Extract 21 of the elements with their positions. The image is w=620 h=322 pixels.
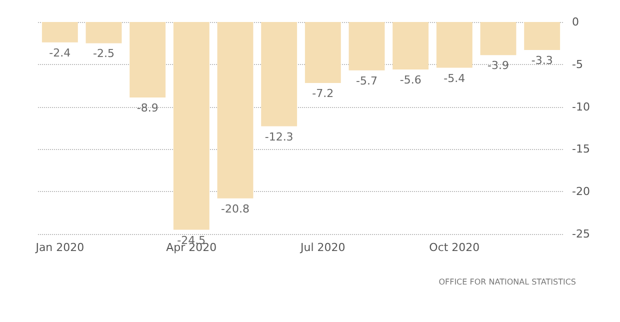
data-label: -5.6 [400, 73, 422, 86]
y-tick-label: -10 [572, 100, 590, 114]
y-tick-label: -5 [572, 58, 583, 71]
data-label: -5.4 [444, 72, 466, 85]
x-tick-label: Jan 2020 [34, 241, 84, 254]
data-label: -2.5 [93, 47, 114, 60]
y-tick-label: -20 [572, 185, 590, 198]
data-label: -8.9 [136, 101, 158, 114]
text: OFFICE FOR NATIONAL STATISTICS [438, 278, 576, 286]
data-label: -3.3 [531, 54, 553, 67]
data-label: -5.7 [356, 74, 378, 88]
data-label: -2.4 [49, 46, 71, 60]
data-label: -3.9 [488, 59, 509, 72]
data-label: -7.2 [312, 87, 334, 100]
y-tick-label: -15 [572, 142, 590, 156]
x-tick-label: Oct 2020 [429, 241, 480, 254]
data-label: -12.3 [264, 130, 294, 144]
y-tick-label: 0 [572, 16, 579, 28]
x-tick-label: Jul 2020 [300, 241, 346, 254]
data-label: -20.8 [221, 202, 250, 216]
y-tick-label: -25 [572, 228, 590, 240]
